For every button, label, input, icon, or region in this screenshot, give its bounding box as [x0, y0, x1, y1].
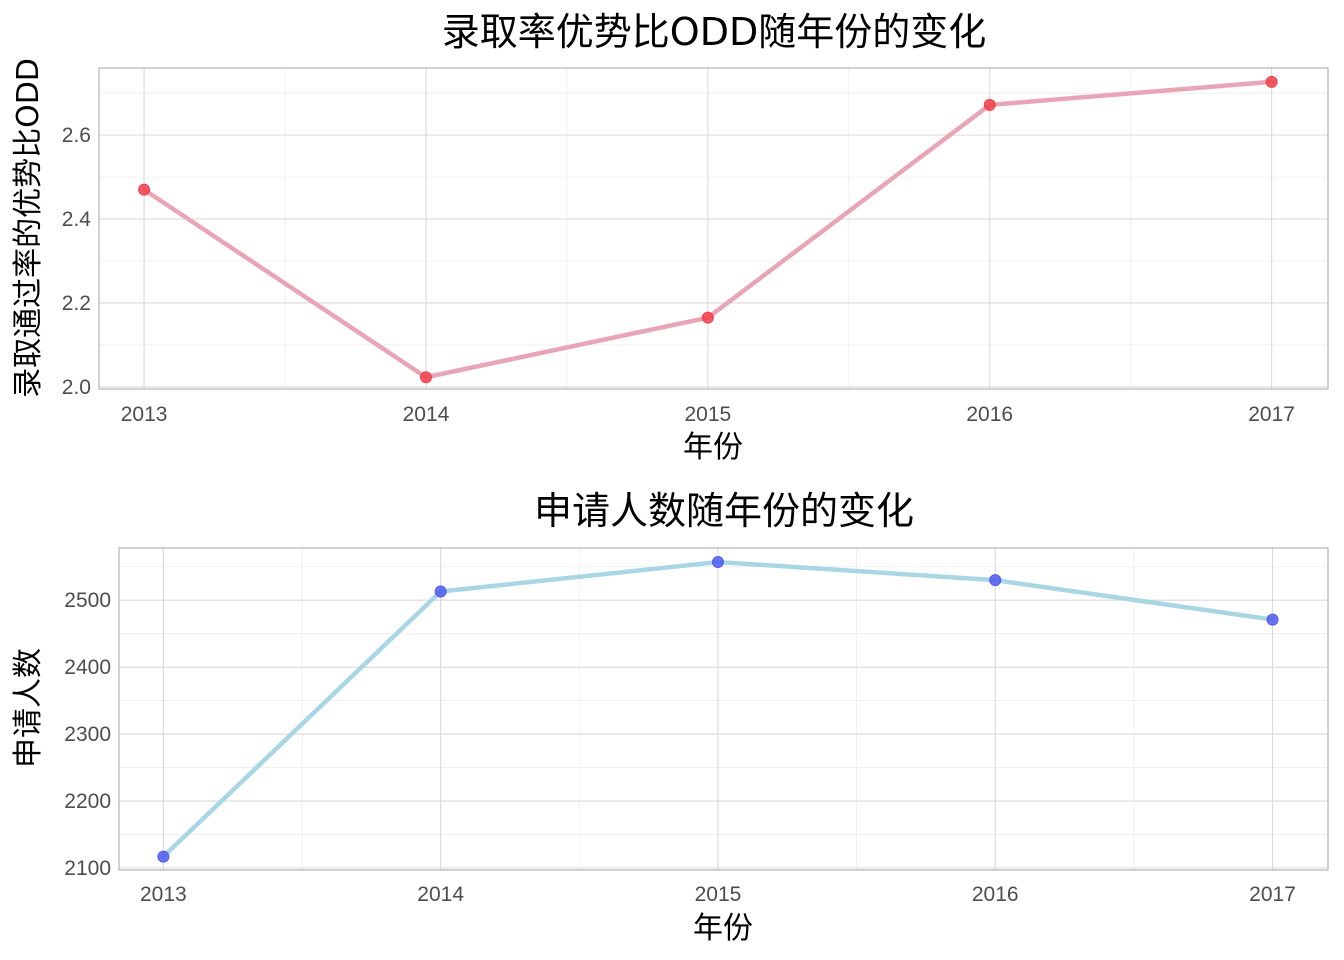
data-point — [983, 98, 996, 111]
data-point — [711, 556, 724, 569]
y-tick-label: 2200 — [64, 790, 111, 813]
y-tick-label: 2400 — [64, 656, 111, 679]
y-tick-label: 2300 — [64, 723, 111, 746]
y-tick-label: 2.6 — [62, 124, 91, 147]
x-axis-title: 年份 — [693, 911, 753, 946]
y-tick-label: 2.2 — [62, 292, 91, 315]
x-tick-label: 2016 — [972, 883, 1019, 906]
x-tick-label: 2015 — [685, 403, 732, 426]
x-tick-label: 2016 — [966, 403, 1013, 426]
plot-panel — [98, 67, 1329, 390]
x-tick-label: 2013 — [140, 883, 187, 906]
y-tick-label: 2.4 — [62, 208, 92, 231]
data-point — [157, 850, 170, 863]
data-point — [701, 311, 714, 324]
x-axis-title: 年份 — [683, 430, 743, 465]
data-point — [138, 183, 151, 196]
data-point — [989, 574, 1002, 587]
x-tick-label: 2014 — [403, 403, 450, 426]
y-axis-title: 申请人数 — [11, 648, 46, 768]
y-tick-label: 2100 — [64, 857, 111, 880]
gridlines — [99, 68, 1328, 389]
x-tick-label: 2017 — [1249, 883, 1296, 906]
data-point — [1266, 613, 1279, 626]
data-point — [1265, 75, 1278, 88]
gridlines — [119, 548, 1328, 870]
plot-panel — [118, 547, 1329, 871]
x-tick-label: 2014 — [417, 883, 464, 906]
y-axis-title: 录取通过率的优势比ODD — [11, 58, 46, 398]
y-tick-label: 2500 — [64, 589, 111, 612]
data-point — [419, 371, 432, 384]
chart-title: 录取率优势比ODD随年份的变化 — [442, 10, 986, 54]
x-tick-label: 2015 — [695, 883, 742, 906]
data-point — [434, 585, 447, 598]
applicants-chart: 2100 2200 2300 2400 2500 2013 2014 2015 2016 2017… — [11, 489, 1329, 946]
odds-ratio-chart: 2.0 2.2 2.4 2.6 2013 2014 2015 2016 2017 录取率优势比OD… — [11, 10, 1329, 465]
y-tick-label: 2.0 — [62, 376, 91, 399]
x-tick-label: 2013 — [121, 403, 168, 426]
x-tick-label: 2017 — [1248, 403, 1295, 426]
chart-title: 申请人数随年份的变化 — [534, 489, 914, 533]
